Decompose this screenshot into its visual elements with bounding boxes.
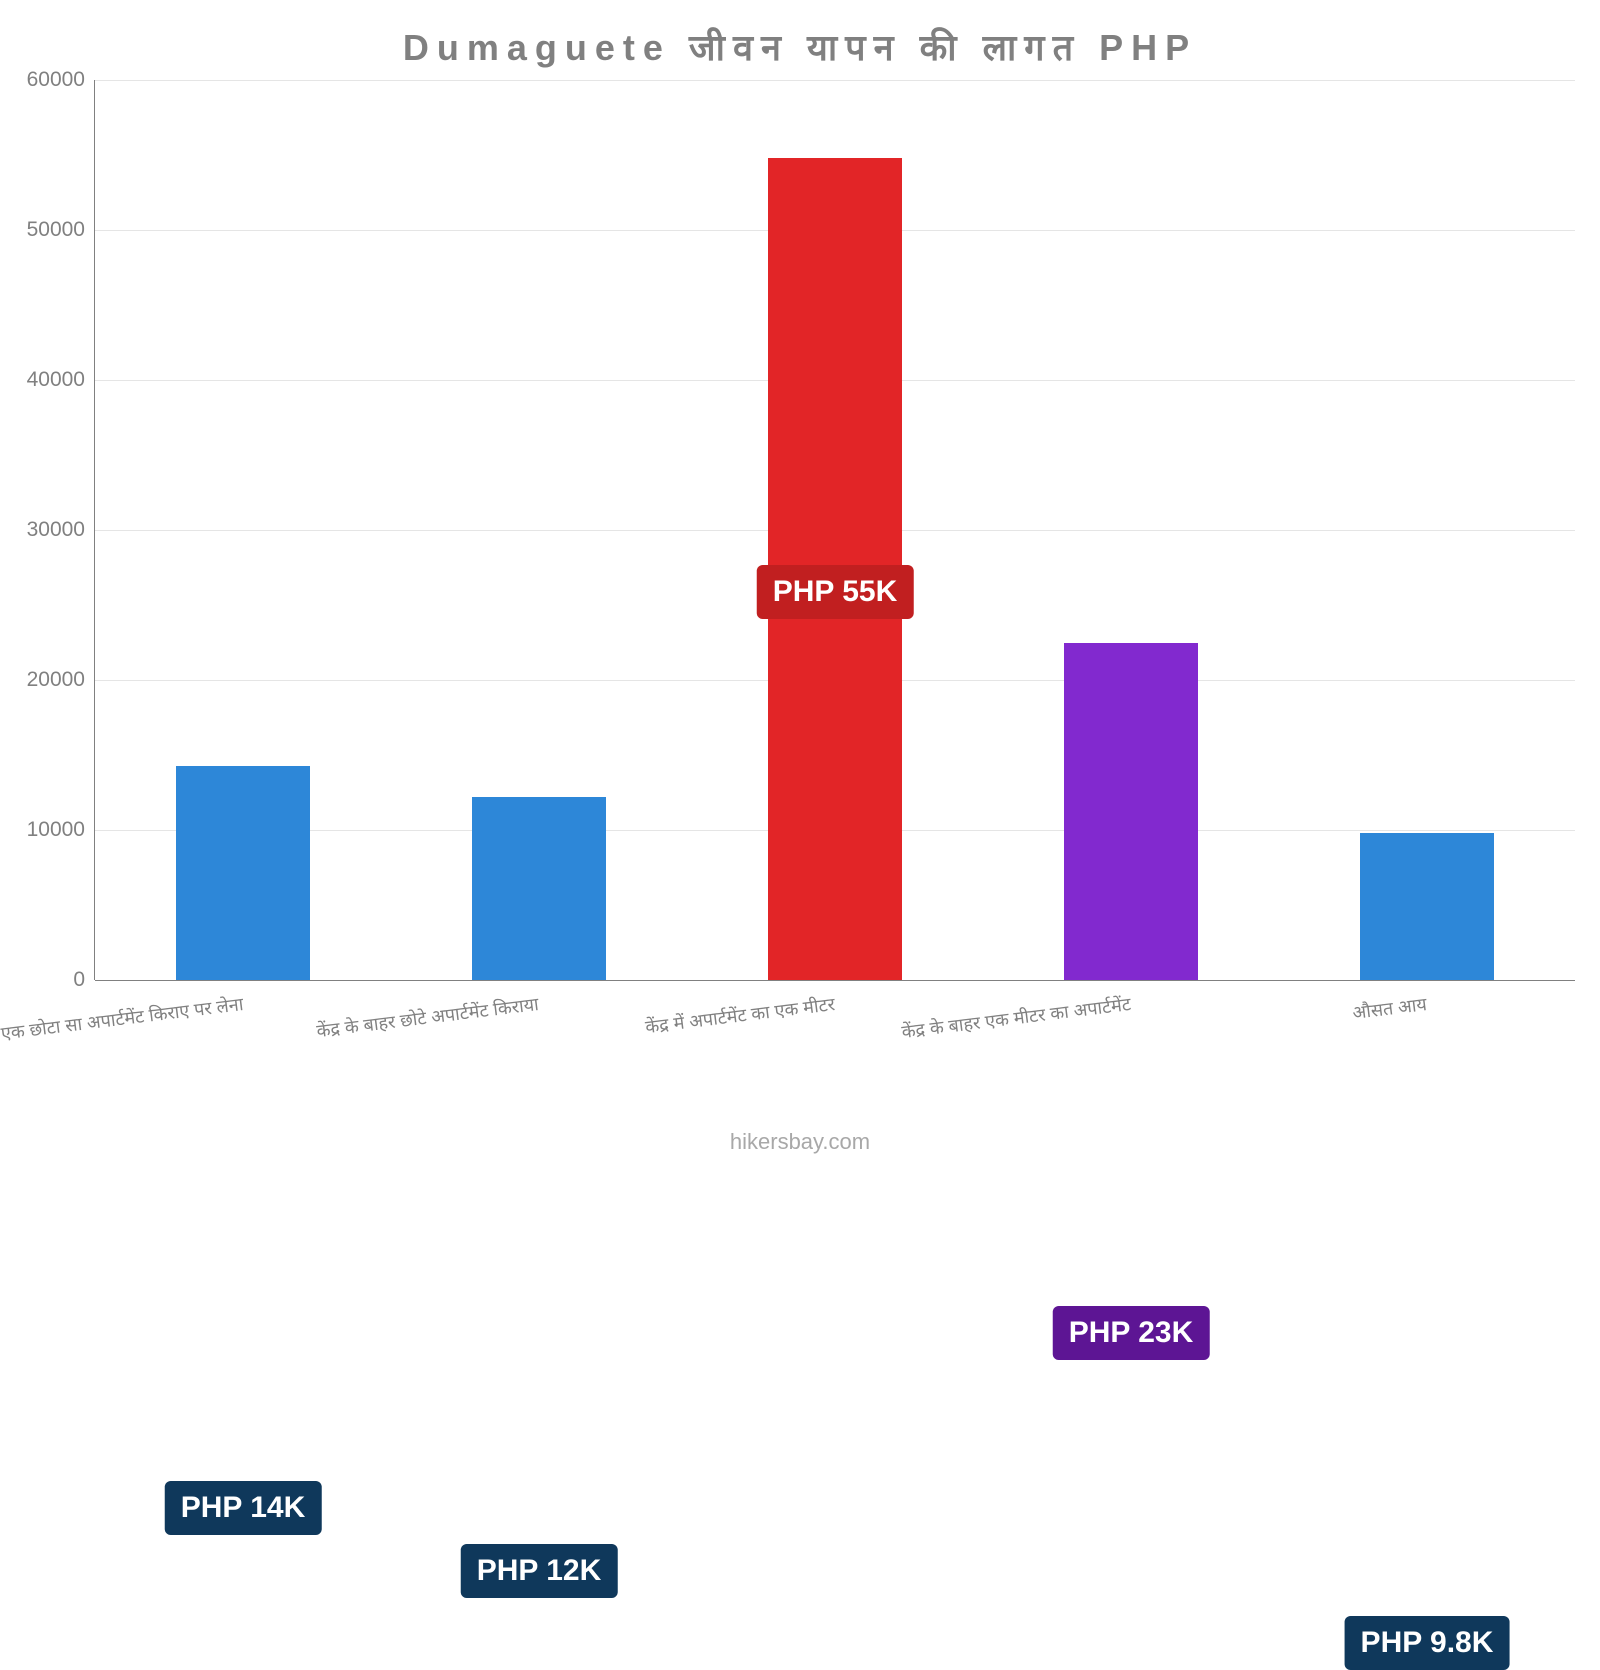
x-tick-label: औसत आय: [1351, 992, 1428, 1025]
y-tick-label: 10000: [27, 818, 95, 842]
bar: PHP 12K: [472, 797, 605, 980]
chart-title: Dumaguete जीवन यापन की लागत PHP: [0, 22, 1600, 71]
bar-value-label: PHP 55K: [757, 565, 914, 619]
x-tick-label: केंद्र के बाहर एक मीटर का अपार्टमेंट: [901, 992, 1133, 1044]
x-tick-label: केंद्र में अपार्टमेंट का एक मीटर: [644, 992, 836, 1039]
y-axis: [94, 80, 95, 980]
y-tick-label: 0: [73, 968, 95, 992]
attribution: hikersbay.com: [0, 1129, 1600, 1155]
y-tick-label: 50000: [27, 218, 95, 242]
bar: PHP 55K: [768, 158, 901, 980]
bar-value-label: PHP 14K: [165, 1481, 322, 1535]
bar-value-label: PHP 12K: [461, 1544, 618, 1598]
y-tick-label: 20000: [27, 668, 95, 692]
plot-area: 0100002000030000400005000060000PHP 14Kके…: [95, 80, 1575, 980]
bar-value-label: PHP 23K: [1053, 1306, 1210, 1360]
x-tick-label: केंद्र में एक छोटा सा अपार्टमेंट किराए प…: [0, 992, 244, 1051]
gridline: [95, 80, 1575, 81]
x-tick-label: केंद्र के बाहर छोटे अपार्टमेंट किराया: [316, 992, 541, 1043]
x-axis: [95, 980, 1575, 981]
y-tick-label: 30000: [27, 518, 95, 542]
bar: PHP 14K: [176, 766, 309, 981]
cost-of-living-chart: Dumaguete जीवन यापन की लागत PHP 01000020…: [0, 0, 1600, 1200]
y-tick-label: 60000: [27, 68, 95, 92]
bar: PHP 9.8K: [1360, 833, 1493, 980]
y-tick-label: 40000: [27, 368, 95, 392]
bar: PHP 23K: [1064, 643, 1197, 981]
bar-value-label: PHP 9.8K: [1345, 1616, 1510, 1670]
